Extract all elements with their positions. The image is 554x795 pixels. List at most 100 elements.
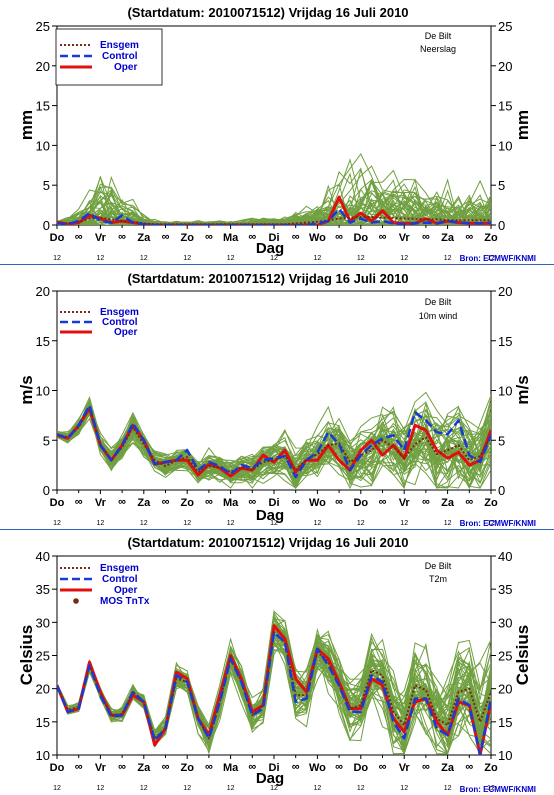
temp-ytick-label-left: 35 xyxy=(36,582,50,597)
wind-ytick-label-right: 20 xyxy=(498,284,512,299)
precip-y-axis-label-left: mm xyxy=(17,110,36,140)
wind-ytick-label-right: 0 xyxy=(498,483,505,498)
precip-ytick-label-right: 0 xyxy=(498,218,505,233)
wind-xtick-midnight-label: ∞ xyxy=(248,496,256,508)
precip-ytick-label-right: 25 xyxy=(498,19,512,34)
precip-xtick-day-label: Za xyxy=(441,232,455,244)
wind-xtick-midnight-label: ∞ xyxy=(205,496,213,508)
temp-xtick-midnight-label: ∞ xyxy=(118,761,126,773)
precip-panel: (Startdatum: 2010071512) Vrijdag 16 Juli… xyxy=(17,5,536,263)
temp-xtick-hour-label: 12 xyxy=(183,785,191,792)
wind-xtick-hour-label: 12 xyxy=(314,520,322,527)
temp-legend-mos-marker xyxy=(73,598,79,604)
precip-xtick-hour-label: 12 xyxy=(357,255,365,262)
wind-series-layer xyxy=(57,391,491,490)
temp-xtick-midnight-label: ∞ xyxy=(162,761,170,773)
wind-xtick-day-label: Za xyxy=(137,497,151,509)
wind-ensemble-member-line xyxy=(57,406,491,477)
temp-ytick-label-left: 20 xyxy=(36,682,50,697)
temp-xtick-day-label: Do xyxy=(353,762,368,774)
wind-x-axis-label: Dag xyxy=(256,507,284,524)
precip-xtick-hour-label: 12 xyxy=(53,255,61,262)
temp-legend-mos-label: MOS TnTx xyxy=(100,596,150,607)
precip-station-label: De Bilt xyxy=(425,31,452,41)
temp-y-axis-label-left: Celsius xyxy=(17,625,36,685)
wind-xtick-midnight-label: ∞ xyxy=(75,496,83,508)
wind-xtick-day-label: Vr xyxy=(95,497,107,509)
temp-legend-oper-label: Oper xyxy=(114,585,137,596)
precip-xtick-hour-label: 12 xyxy=(97,255,105,262)
temp-y-axis-label-right: Celsius xyxy=(513,625,532,685)
temp-legend-control-label: Control xyxy=(102,574,138,585)
temp-xtick-hour-label: 12 xyxy=(227,785,235,792)
precip-xtick-midnight-label: ∞ xyxy=(379,231,387,243)
precip-xtick-midnight-label: ∞ xyxy=(162,231,170,243)
wind-legend-ensgem-label: Ensgem xyxy=(100,307,139,318)
temp-xtick-hour-label: 12 xyxy=(357,785,365,792)
temp-xtick-midnight-label: ∞ xyxy=(205,761,213,773)
precip-title: (Startdatum: 2010071512) Vrijdag 16 Juli… xyxy=(127,5,408,20)
wind-xtick-day-label: Ma xyxy=(223,497,239,509)
wind-ytick-label-left: 5 xyxy=(43,433,50,448)
wind-xtick-day-label: Do xyxy=(353,497,368,509)
wind-xtick-midnight-label: ∞ xyxy=(292,496,300,508)
temp-ytick-label-left: 30 xyxy=(36,615,50,630)
temp-xtick-hour-label: 12 xyxy=(444,785,452,792)
precip-ytick-label-right: 10 xyxy=(498,138,512,153)
precip-xtick-day-label: Za xyxy=(137,232,151,244)
wind-xtick-hour-label: 12 xyxy=(97,520,105,527)
temp-ytick-label-left: 10 xyxy=(36,748,50,763)
wind-legend-control-label: Control xyxy=(102,317,138,328)
precip-series-layer xyxy=(57,153,491,225)
precip-xtick-hour-label: 12 xyxy=(487,255,495,262)
wind-xtick-hour-label: 12 xyxy=(357,520,365,527)
wind-ensemble-member-line xyxy=(57,411,491,486)
precip-xtick-hour-label: 12 xyxy=(183,255,191,262)
temp-ytick-label-right: 25 xyxy=(498,649,512,664)
temp-xtick-hour-label: 12 xyxy=(487,785,495,792)
temp-variable-label: T2m xyxy=(429,574,447,584)
temp-legend-ensgem-label: Ensgem xyxy=(100,563,139,574)
wind-ytick-label-left: 10 xyxy=(36,384,50,399)
temp-xtick-day-label: Zo xyxy=(484,762,498,774)
wind-legend-oper-label: Oper xyxy=(114,327,137,338)
precip-legend-ensgem-label: Ensgem xyxy=(100,40,139,51)
precip-ytick-label-left: 0 xyxy=(43,218,50,233)
precip-xtick-midnight-label: ∞ xyxy=(465,231,473,243)
temp-xtick-day-label: Zo xyxy=(180,762,194,774)
temp-xtick-day-label: Za xyxy=(441,762,455,774)
temp-series-ensgem-line xyxy=(57,631,491,740)
wind-xtick-hour-label: 12 xyxy=(53,520,61,527)
temp-xtick-hour-label: 12 xyxy=(140,785,148,792)
precip-xtick-day-label: Zo xyxy=(484,232,498,244)
panel-separator-2 xyxy=(0,529,554,530)
wind-xtick-hour-label: 12 xyxy=(227,520,235,527)
precip-ytick-label-left: 5 xyxy=(43,178,50,193)
precip-xtick-hour-label: 12 xyxy=(444,255,452,262)
temp-panel: (Startdatum: 2010071512) Vrijdag 16 Juli… xyxy=(17,535,536,794)
precip-plot-area: 0 0 5 5 10 10 15 15 20 20 25 25 Do Vr Za Zo Ma Di Wo Do Vr Za… xyxy=(36,19,513,262)
temp-ytick-label-left: 15 xyxy=(36,715,50,730)
wind-y-axis-label-left: m/s xyxy=(17,375,36,404)
temp-xtick-midnight-label: ∞ xyxy=(422,761,430,773)
precip-x-axis-label: Dag xyxy=(256,240,284,257)
precip-legend: Ensgem Control Oper xyxy=(55,28,163,86)
precip-xtick-midnight-label: ∞ xyxy=(75,231,83,243)
temp-ytick-label-right: 10 xyxy=(498,748,512,763)
precip-ytick-label-right: 20 xyxy=(498,59,512,74)
precip-ytick-label-left: 25 xyxy=(36,19,50,34)
precip-ytick-label-left: 20 xyxy=(36,59,50,74)
precip-xtick-midnight-label: ∞ xyxy=(335,231,343,243)
wind-xtick-hour-label: 12 xyxy=(270,520,278,527)
precip-xtick-day-label: Ma xyxy=(223,232,239,244)
wind-xtick-day-label: Wo xyxy=(309,497,326,509)
temp-xtick-day-label: Do xyxy=(50,762,65,774)
temp-series-layer xyxy=(57,610,491,755)
wind-xtick-day-label: Zo xyxy=(180,497,194,509)
precip-ytick-label-left: 15 xyxy=(36,99,50,114)
precip-xtick-midnight-label: ∞ xyxy=(292,231,300,243)
precip-xtick-day-label: Wo xyxy=(309,232,326,244)
precip-xtick-hour-label: 12 xyxy=(227,255,235,262)
wind-xtick-day-label: Vr xyxy=(399,497,411,509)
wind-ytick-label-left: 0 xyxy=(43,483,50,498)
